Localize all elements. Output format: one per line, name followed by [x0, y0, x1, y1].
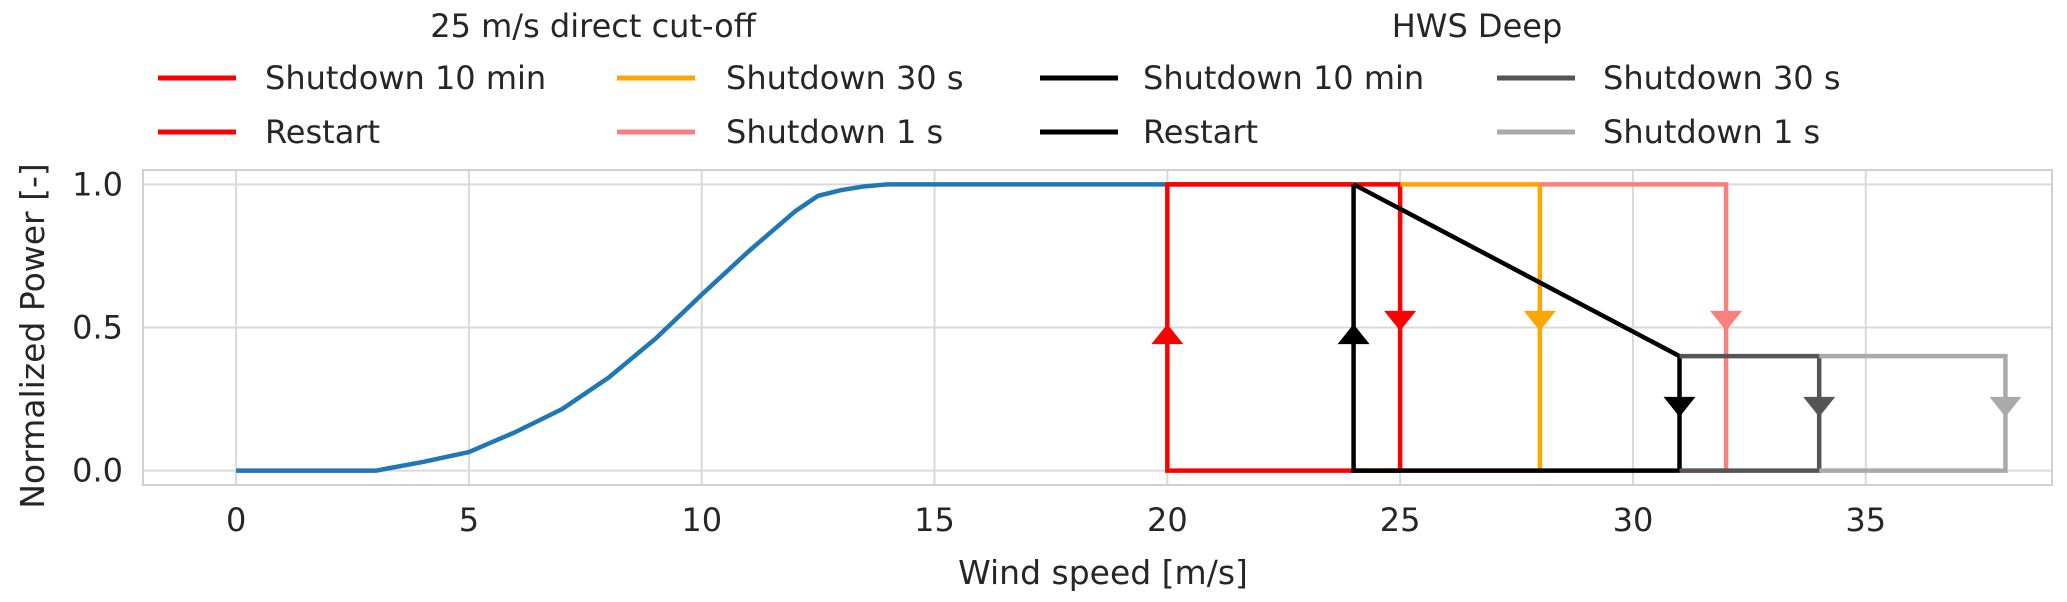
legend-entry-label: Restart — [1143, 113, 1258, 151]
direction-arrow-marker — [1989, 396, 2022, 417]
series-line — [1819, 353, 2008, 473]
direction-arrow-marker — [1710, 310, 1743, 331]
direction-arrow-marker — [1384, 310, 1417, 331]
x-axis-label: Wind speed [m/s] — [958, 553, 1248, 592]
power-curve-line — [236, 182, 1354, 473]
legend-entry-label: Shutdown 1 s — [726, 113, 943, 151]
legend-entry-label: Shutdown 1 s — [1603, 113, 1820, 151]
plot-area: 0 5 10 15 20 25 30 35 0.0 0.5 1.0 — [72, 165, 2053, 539]
x-tick-label: 10 — [681, 501, 722, 539]
legend-entry-label: Shutdown 30 s — [726, 59, 964, 97]
legend-group-title: HWS Deep — [1392, 7, 1563, 45]
x-tick-label: 30 — [1613, 501, 1654, 539]
legend-entry-label: Restart — [265, 113, 380, 151]
direction-arrow-marker — [1337, 324, 1370, 345]
y-axis-label: Normalized Power [-] — [13, 163, 52, 509]
legend-entry-label: Shutdown 30 s — [1603, 59, 1841, 97]
x-tick-label: 20 — [1147, 501, 1188, 539]
direction-arrow-marker — [1151, 324, 1184, 345]
x-tick-label: 5 — [459, 501, 479, 539]
x-tick-label: 25 — [1380, 501, 1421, 539]
x-tick-label: 0 — [226, 501, 246, 539]
y-tick-label: 0.0 — [72, 452, 123, 490]
direction-arrow-marker — [1803, 396, 1836, 417]
y-tick-label: 0.5 — [72, 309, 123, 347]
direction-arrow-marker — [1663, 396, 1696, 417]
direction-arrow-marker — [1523, 310, 1556, 331]
series-line — [1679, 353, 1822, 473]
legend-group-title: 25 m/s direct cut-off — [430, 7, 756, 45]
y-tick-label: 1.0 — [72, 165, 123, 203]
x-tick-label: 35 — [1845, 501, 1886, 539]
legend-entry-label: Shutdown 10 min — [1143, 59, 1424, 97]
plot-frame — [142, 169, 2053, 486]
legend-entry-label: Shutdown 10 min — [265, 59, 546, 97]
series-line — [1351, 184, 1680, 473]
x-tick-label: 15 — [914, 501, 955, 539]
legend: 25 m/s direct cut-off Shutdown 10 min Shut… — [158, 7, 1841, 151]
